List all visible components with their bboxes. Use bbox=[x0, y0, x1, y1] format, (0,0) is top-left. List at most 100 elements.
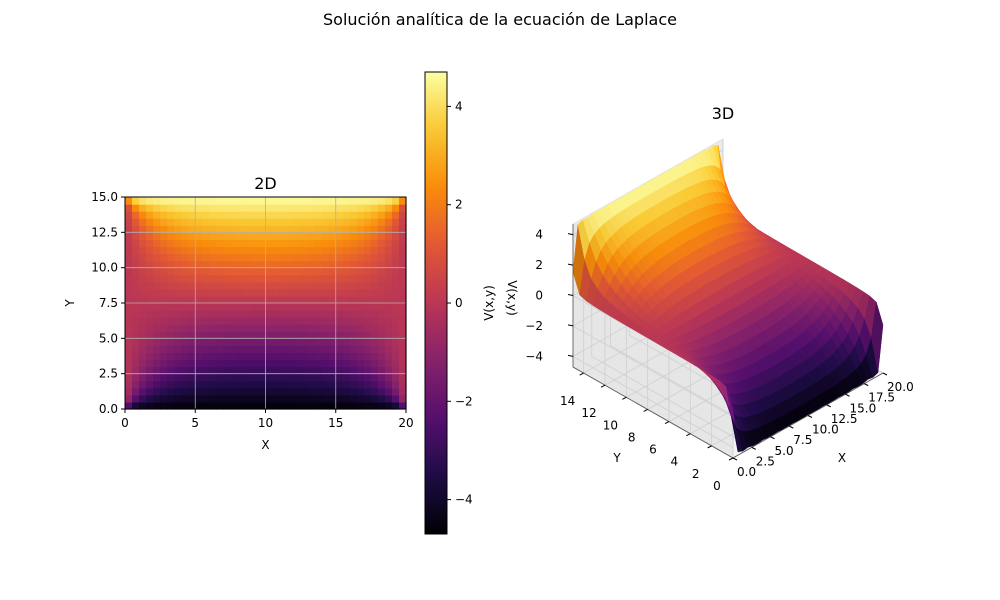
heatmap-cell bbox=[300, 345, 309, 354]
heatmap-cell bbox=[153, 239, 161, 248]
heatmap-cell bbox=[391, 267, 400, 276]
heatmap-cell bbox=[237, 310, 246, 318]
heatmap-cell bbox=[279, 380, 288, 389]
heatmap-cell bbox=[258, 288, 267, 297]
heatmap-cell bbox=[195, 204, 203, 212]
heatmap-cell bbox=[139, 288, 147, 297]
heatmap-cell bbox=[286, 401, 295, 410]
heatmap-cell bbox=[251, 253, 260, 262]
heatmap-cell bbox=[356, 394, 365, 403]
heatmap-x-tick-label: 10 bbox=[258, 416, 273, 430]
heatmap-cell bbox=[335, 366, 344, 375]
heatmap-cell bbox=[181, 197, 189, 205]
heatmap-cell bbox=[132, 359, 140, 368]
heatmap-cell bbox=[356, 204, 365, 212]
heatmap-cell bbox=[202, 366, 210, 375]
heatmap-cell bbox=[314, 274, 323, 283]
heatmap-cell bbox=[293, 246, 302, 255]
heatmap-cell bbox=[349, 253, 358, 262]
heatmap-cell bbox=[377, 387, 386, 396]
heatmap-cell bbox=[300, 246, 309, 255]
heatmap-cell bbox=[258, 310, 267, 318]
heatmap-cell bbox=[174, 366, 182, 375]
heatmap-cell bbox=[279, 324, 288, 332]
heatmap-cell bbox=[146, 359, 154, 368]
heatmap-cell bbox=[328, 303, 337, 311]
heatmap-cell bbox=[244, 317, 253, 325]
heatmap-cell bbox=[335, 232, 344, 240]
heatmap-cell bbox=[286, 345, 295, 354]
heatmap-cell bbox=[391, 204, 400, 212]
heatmap-cell bbox=[286, 225, 295, 233]
heatmap-cell bbox=[153, 338, 161, 346]
heatmap-cell bbox=[237, 267, 246, 276]
heatmap-cell bbox=[272, 401, 281, 410]
heatmap-cell bbox=[265, 260, 274, 269]
heatmap-cell bbox=[230, 380, 239, 389]
heatmap-cell bbox=[146, 197, 154, 205]
heatmap-cell bbox=[230, 218, 239, 226]
heatmap-cell bbox=[363, 225, 372, 233]
heatmap-cell bbox=[139, 274, 147, 283]
heatmap-cell bbox=[370, 401, 379, 410]
heatmap-cell bbox=[321, 239, 330, 248]
heatmap-cell bbox=[174, 359, 182, 368]
heatmap-x-tick-label: 5 bbox=[191, 416, 199, 430]
heatmap-cell bbox=[391, 211, 400, 219]
surface-z-tick-label: −2 bbox=[525, 319, 543, 333]
heatmap-cell bbox=[181, 232, 189, 240]
heatmap-cell bbox=[258, 387, 267, 396]
heatmap-cell bbox=[167, 345, 175, 354]
heatmap-cell bbox=[335, 359, 344, 368]
surface-z-label: V(x,y) bbox=[505, 280, 519, 316]
heatmap-cell bbox=[307, 345, 316, 354]
heatmap-cell bbox=[391, 310, 400, 318]
heatmap-cell bbox=[195, 295, 203, 304]
heatmap-cell bbox=[146, 317, 154, 325]
heatmap-cell bbox=[377, 394, 386, 403]
heatmap-cell bbox=[181, 352, 189, 361]
heatmap-cell bbox=[209, 204, 217, 212]
heatmap-cell bbox=[265, 197, 274, 205]
heatmap-cell bbox=[153, 331, 161, 339]
heatmap-cell bbox=[363, 338, 372, 346]
heatmap-cell bbox=[286, 295, 295, 304]
heatmap-cell bbox=[153, 253, 161, 262]
heatmap-cell bbox=[279, 359, 288, 368]
heatmap-cell bbox=[314, 204, 323, 212]
heatmap-cell bbox=[398, 267, 407, 276]
heatmap-cell bbox=[258, 204, 267, 212]
surface-y-tick-label: 4 bbox=[671, 455, 679, 469]
heatmap-cell bbox=[398, 260, 407, 269]
heatmap-cell bbox=[314, 218, 323, 226]
heatmap-cell bbox=[377, 324, 386, 332]
heatmap-cell bbox=[265, 359, 274, 368]
heatmap-cell bbox=[321, 288, 330, 297]
heatmap-cell bbox=[384, 239, 393, 248]
surface-y-tick-mark bbox=[728, 457, 734, 461]
heatmap-cell bbox=[237, 246, 246, 255]
surface-y-tick-mark bbox=[664, 421, 670, 425]
heatmap-cell bbox=[377, 232, 386, 240]
heatmap-cell bbox=[342, 352, 351, 361]
heatmap-cell bbox=[251, 359, 260, 368]
heatmap-cell bbox=[286, 303, 295, 311]
heatmap-cell bbox=[398, 345, 407, 354]
heatmap-cell bbox=[370, 253, 379, 262]
heatmap-cell bbox=[167, 352, 175, 361]
heatmap-cell bbox=[195, 288, 203, 297]
heatmap-cell bbox=[251, 218, 260, 226]
heatmap-cell bbox=[272, 317, 281, 325]
heatmap-cell bbox=[251, 345, 260, 354]
surface-x-tick-label: 5.0 bbox=[775, 444, 794, 458]
heatmap-cell bbox=[342, 218, 351, 226]
heatmap-cell bbox=[174, 232, 182, 240]
heatmap-cell bbox=[363, 295, 372, 304]
heatmap-cell bbox=[167, 211, 175, 219]
heatmap-cell bbox=[307, 267, 316, 276]
heatmap-cell bbox=[272, 218, 281, 226]
heatmap-cell bbox=[230, 394, 239, 403]
heatmap-cell bbox=[300, 303, 309, 311]
heatmap-cell bbox=[230, 246, 239, 255]
heatmap-cell bbox=[363, 197, 372, 205]
